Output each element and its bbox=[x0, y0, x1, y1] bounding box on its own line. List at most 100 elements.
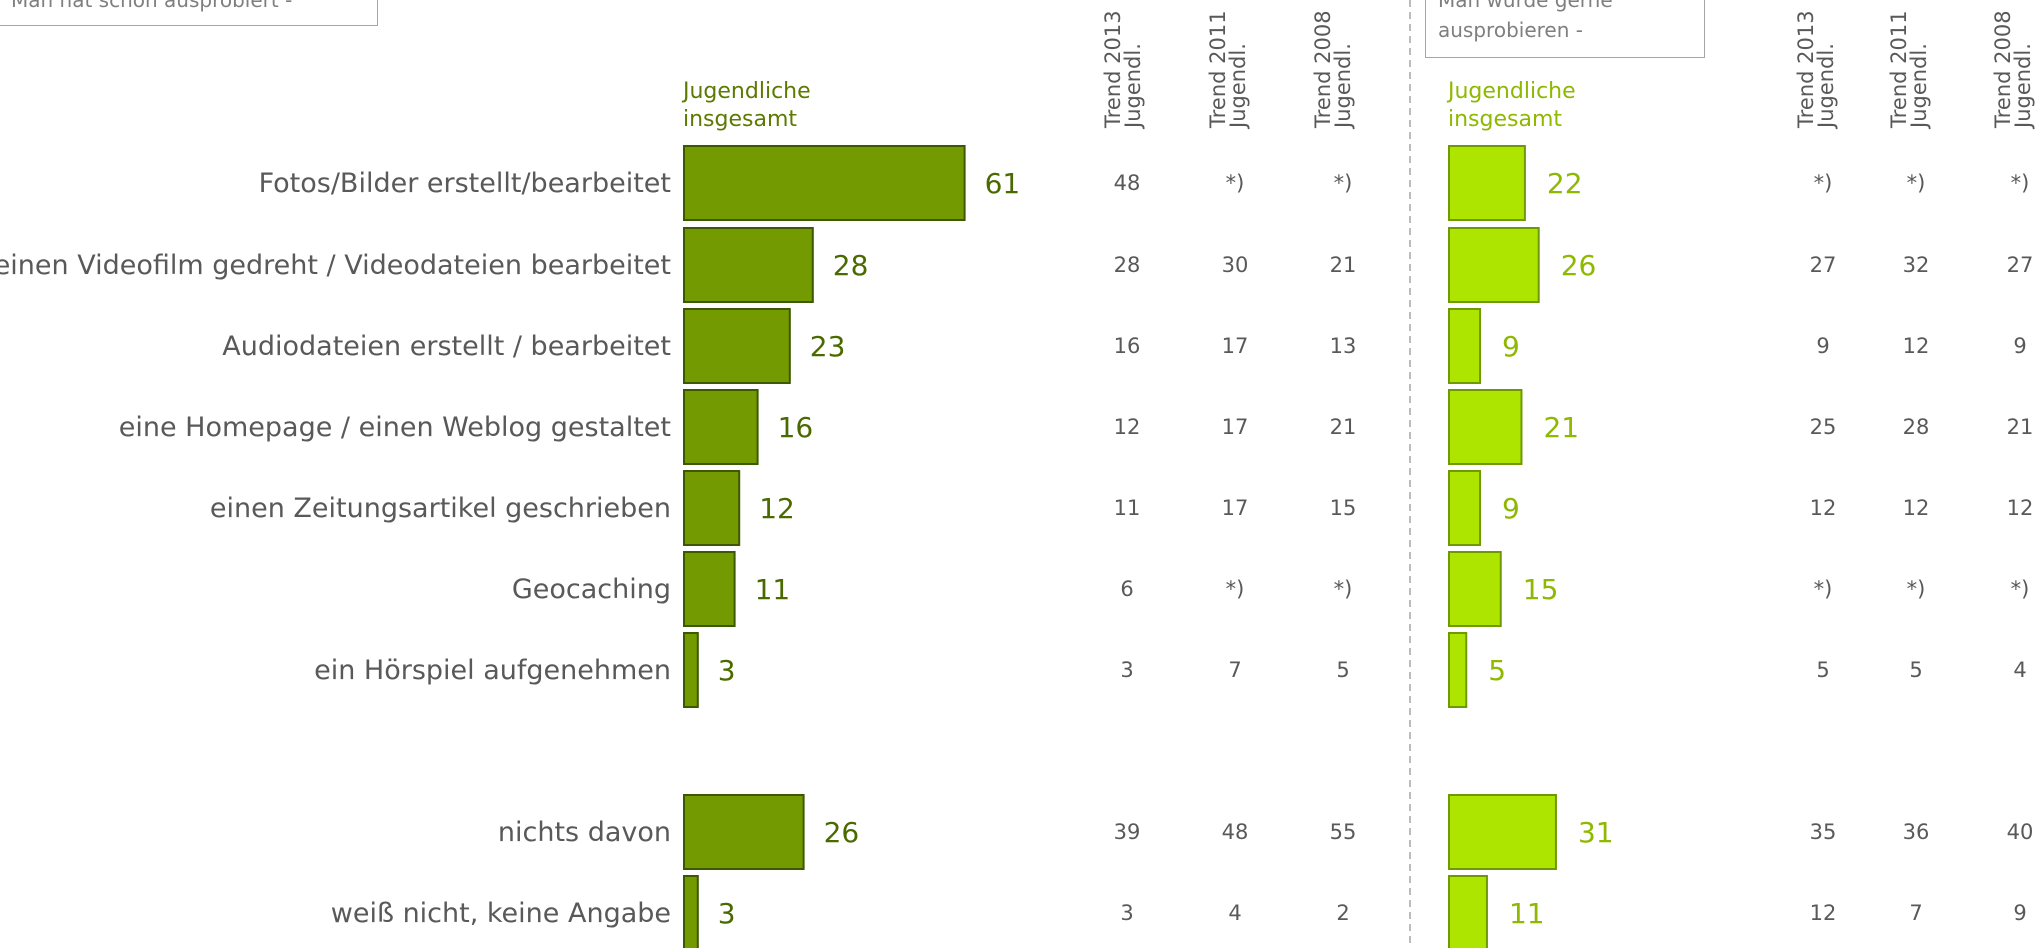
right-series-label-line2: insgesamt bbox=[1448, 107, 1563, 132]
right-value-label: 26 bbox=[1561, 249, 1597, 282]
right-bar bbox=[1448, 227, 1540, 303]
left-bar bbox=[683, 227, 814, 303]
left-trend-2013-value: 16 bbox=[1114, 334, 1141, 358]
right-trend-2011-value: *) bbox=[1907, 171, 1926, 195]
left-value-label: 16 bbox=[778, 411, 814, 444]
right-trend-2008-value: *) bbox=[2011, 171, 2030, 195]
left-trend-2008-value: 5 bbox=[1336, 658, 1349, 682]
right-bar bbox=[1448, 551, 1502, 627]
left-trend-2008-value: 55 bbox=[1330, 820, 1357, 844]
left-trend-2011-value: 48 bbox=[1222, 820, 1249, 844]
right-trend-2011-value: 36 bbox=[1903, 820, 1930, 844]
left-trend-2008-value: *) bbox=[1334, 577, 1353, 601]
left-trend-2011-value: *) bbox=[1226, 577, 1245, 601]
right-panel-label-line1: Man würde gerne bbox=[1438, 0, 1613, 12]
left-trend-2013-value: 6 bbox=[1120, 577, 1133, 601]
left-value-label: 11 bbox=[755, 573, 791, 606]
left-value-label: 28 bbox=[833, 249, 869, 282]
category-label: einen Zeitungsartikel geschrieben bbox=[210, 493, 671, 524]
left-trend-2008-value: 21 bbox=[1330, 415, 1357, 439]
left-bar bbox=[683, 308, 791, 384]
right-panel-label-line2: ausprobieren - bbox=[1438, 18, 1583, 42]
right-trend-2013-value: 35 bbox=[1810, 820, 1837, 844]
right-trend-2013-value: 9 bbox=[1816, 334, 1829, 358]
right-trend-2008-value: 27 bbox=[2007, 253, 2034, 277]
right-trend-2008-value: 9 bbox=[2013, 901, 2026, 925]
left-panel-label-box: Man hat schon ausprobiert - bbox=[0, 0, 378, 26]
right-bar bbox=[1448, 470, 1482, 546]
left-trend-2008-value: 2 bbox=[1336, 901, 1349, 925]
left-bar bbox=[683, 794, 805, 870]
left-trend-2011-value: 7 bbox=[1228, 658, 1241, 682]
left-trend-2008-value: 13 bbox=[1330, 334, 1357, 358]
category-label: Fotos/Bilder erstellt/bearbeitet bbox=[259, 168, 671, 199]
left-trend-2011-value: 17 bbox=[1222, 415, 1249, 439]
right-trend-2008-value: *) bbox=[2011, 577, 2030, 601]
left-trend-2013-value: 3 bbox=[1120, 901, 1133, 925]
right-trend-2008-value: 40 bbox=[2007, 820, 2034, 844]
category-label: eine Homepage / einen Weblog gestaltet bbox=[119, 412, 671, 443]
right-value-label: 9 bbox=[1502, 492, 1520, 525]
right-trend-2011-value: 28 bbox=[1903, 415, 1930, 439]
right-trend-header-2: Trend 2008Jugendl. bbox=[1991, 10, 2035, 130]
left-trend-2011-value: 4 bbox=[1228, 901, 1241, 925]
left-value-label: 23 bbox=[810, 330, 846, 363]
left-trend-2013-value: 12 bbox=[1114, 415, 1141, 439]
right-trend-2013-value: 25 bbox=[1810, 415, 1837, 439]
left-value-label: 3 bbox=[718, 897, 736, 930]
left-bar bbox=[683, 632, 699, 708]
left-trend-header-0: Trend 2013Jugendl. bbox=[1101, 10, 1145, 130]
category-label: einen Videofilm gedreht / Videodateien b… bbox=[0, 250, 671, 281]
left-series-label-line2: insgesamt bbox=[683, 107, 798, 132]
right-trend-2013-value: 27 bbox=[1810, 253, 1837, 277]
right-value-label: 15 bbox=[1523, 573, 1559, 606]
left-value-label: 3 bbox=[718, 654, 736, 687]
right-trend-2013-value: 12 bbox=[1810, 496, 1837, 520]
right-value-label: 31 bbox=[1578, 816, 1614, 849]
right-bar bbox=[1448, 875, 1488, 948]
left-trend-2008-value: *) bbox=[1334, 171, 1353, 195]
right-trend-2011-value: 12 bbox=[1903, 496, 1930, 520]
left-trend-2011-value: 30 bbox=[1222, 253, 1249, 277]
left-panel-label: Man hat schon ausprobiert - bbox=[11, 0, 293, 12]
right-series-label-line1: Jugendliche bbox=[1448, 79, 1576, 104]
left-bar bbox=[683, 389, 759, 465]
left-trend-header-1: Trend 2011Jugendl. bbox=[1206, 10, 1250, 130]
left-trend-2011-value: 17 bbox=[1222, 334, 1249, 358]
right-trend-2008-value: 4 bbox=[2013, 658, 2026, 682]
right-bar bbox=[1448, 632, 1468, 708]
right-panel-label-box: Man würde gerne ausprobieren - bbox=[1425, 0, 1705, 58]
right-trend-header-0: Trend 2013Jugendl. bbox=[1794, 10, 1838, 130]
left-trend-2011-value: *) bbox=[1226, 171, 1245, 195]
right-trend-2013-value: *) bbox=[1814, 171, 1833, 195]
left-trend-2013-value: 28 bbox=[1114, 253, 1141, 277]
left-trend-header-2: Trend 2008Jugendl. bbox=[1311, 10, 1355, 130]
left-trend-2013-value: 11 bbox=[1114, 496, 1141, 520]
left-bar bbox=[683, 470, 741, 546]
left-trend-2013-value: 48 bbox=[1114, 171, 1141, 195]
category-label: ein Hörspiel aufgenehmen bbox=[314, 655, 671, 686]
right-value-label: 22 bbox=[1547, 167, 1583, 200]
right-trend-2013-value: 5 bbox=[1816, 658, 1829, 682]
right-value-label: 9 bbox=[1502, 330, 1520, 363]
category-label: nichts davon bbox=[498, 817, 671, 848]
right-trend-2011-value: 7 bbox=[1909, 901, 1922, 925]
left-value-label: 61 bbox=[985, 167, 1021, 200]
right-bar bbox=[1448, 794, 1557, 870]
right-value-label: 21 bbox=[1543, 411, 1579, 444]
right-trend-2008-value: 21 bbox=[2007, 415, 2034, 439]
right-bar bbox=[1448, 389, 1523, 465]
right-trend-2011-value: 12 bbox=[1903, 334, 1930, 358]
right-trend-2008-value: 12 bbox=[2007, 496, 2034, 520]
left-trend-2008-value: 21 bbox=[1330, 253, 1357, 277]
left-series-label-line1: Jugendliche bbox=[683, 79, 811, 104]
right-trend-2008-value: 9 bbox=[2013, 334, 2026, 358]
left-value-label: 26 bbox=[824, 816, 860, 849]
left-bar bbox=[683, 145, 966, 221]
left-trend-2008-value: 15 bbox=[1330, 496, 1357, 520]
category-label: Audiodateien erstellt / bearbeitet bbox=[222, 331, 671, 362]
left-trend-2013-value: 39 bbox=[1114, 820, 1141, 844]
left-series-label: Jugendliche insgesamt bbox=[683, 78, 811, 134]
left-value-label: 12 bbox=[759, 492, 795, 525]
